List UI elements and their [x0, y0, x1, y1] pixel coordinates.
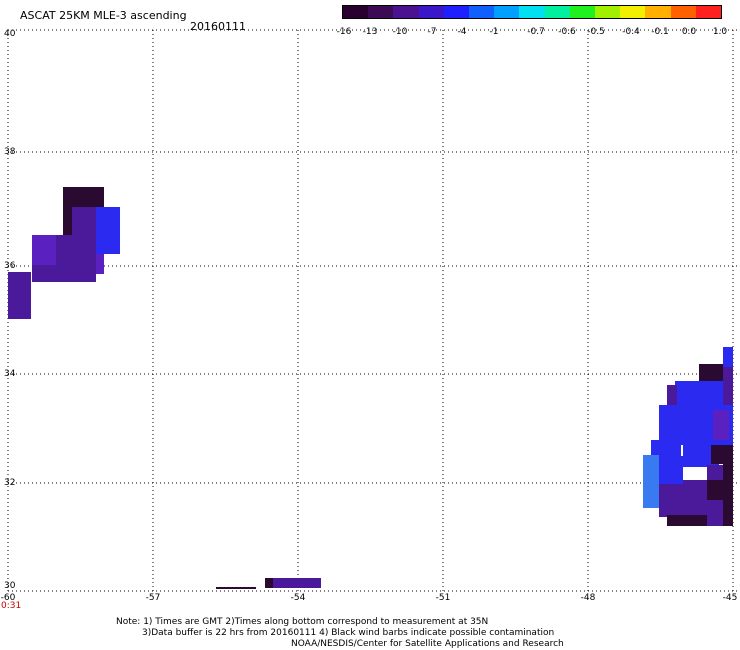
colorbar-label: -7: [427, 27, 437, 37]
data-cell: [713, 410, 729, 440]
data-cells: [8, 187, 733, 589]
colorbar-segment: [443, 6, 470, 18]
colorbar-label: 0.0: [681, 27, 697, 37]
colorbar-segment: [645, 6, 671, 18]
grid-lines: [7, 29, 740, 592]
data-cell: [707, 500, 723, 526]
colorbar-label: -0.7: [527, 27, 545, 37]
longitude-label: -48: [580, 593, 596, 603]
colorbar-segment: [494, 6, 520, 18]
latitude-label: 40: [4, 29, 16, 39]
colorbar-segment: [418, 6, 444, 18]
longitude-label: -54: [290, 593, 306, 603]
data-cell: [707, 480, 733, 500]
colorbar-label: -0.5: [587, 27, 605, 37]
data-cell: [683, 480, 707, 515]
colorbar-label: -10: [392, 27, 408, 37]
data-cell: [96, 254, 104, 274]
colorbar-label: -0.1: [651, 27, 669, 37]
latitude-label: 36: [4, 261, 16, 271]
time-label: 0:31: [1, 601, 22, 611]
colorbar-label: -4: [457, 27, 467, 37]
data-cell: [723, 464, 733, 482]
colorbar-label: -1: [489, 27, 499, 37]
longitude-label: -51: [435, 593, 451, 603]
data-cell: [723, 367, 733, 407]
colorbar-segment: [519, 6, 545, 18]
data-cell: [216, 587, 256, 589]
longitude-label: -60: [0, 593, 16, 603]
data-cell: [659, 456, 683, 484]
colorbar-segment: [595, 6, 621, 18]
colorbar-segment: [544, 6, 570, 18]
data-cell: [32, 265, 96, 282]
colorbar-label: -0.4: [622, 27, 640, 37]
colorbar-segment: [343, 6, 369, 18]
data-cell: [273, 578, 321, 588]
data-cell: [72, 207, 96, 235]
data-cell: [683, 445, 719, 467]
colorbar-label: -16: [336, 27, 352, 37]
latitude-label: 30: [4, 581, 16, 591]
data-cell: [643, 455, 659, 508]
colorbar-label: -13: [362, 27, 378, 37]
data-cell: [96, 207, 120, 254]
longitude-label: -57: [145, 593, 161, 603]
data-cell: [707, 465, 723, 480]
data-cell: [699, 364, 723, 384]
colorbar-segment: [393, 6, 419, 18]
colorbar-segment: [620, 6, 646, 18]
chart-title: ASCAT 25KM MLE-3 ascending: [20, 9, 187, 22]
data-cell: [265, 578, 273, 588]
colorbar-segment: [670, 6, 696, 18]
data-cell: [723, 500, 733, 526]
data-cell: [63, 207, 72, 235]
data-cell: [667, 515, 723, 526]
latitude-label: 38: [4, 147, 16, 157]
data-cell: [8, 272, 31, 319]
colorbar-segment: [469, 6, 495, 18]
footer-note-1: Note: 1) Times are GMT 2)Times along bot…: [116, 617, 489, 627]
data-cell: [723, 347, 733, 367]
longitude-label: -45: [722, 593, 738, 603]
latitude-label: 34: [4, 369, 16, 379]
colorbar-segment: [569, 6, 596, 18]
data-cell: [659, 484, 683, 517]
footer-credit: NOAA/NESDIS/Center for Satellite Applica…: [291, 639, 564, 649]
data-cell: [651, 440, 681, 456]
colorbar-segment: [368, 6, 394, 18]
colorbar-segment: [695, 6, 722, 18]
colorbar-label: -0.6: [558, 27, 576, 37]
colorbar: [342, 5, 722, 19]
footer-note-2: 3)Data buffer is 22 hrs from 20160111 4)…: [142, 628, 555, 638]
colorbar-label: 1.0: [712, 27, 728, 37]
data-cell: [667, 385, 677, 405]
data-cell: [63, 187, 104, 207]
latitude-label: 32: [4, 478, 16, 488]
data-cell: [711, 445, 733, 464]
